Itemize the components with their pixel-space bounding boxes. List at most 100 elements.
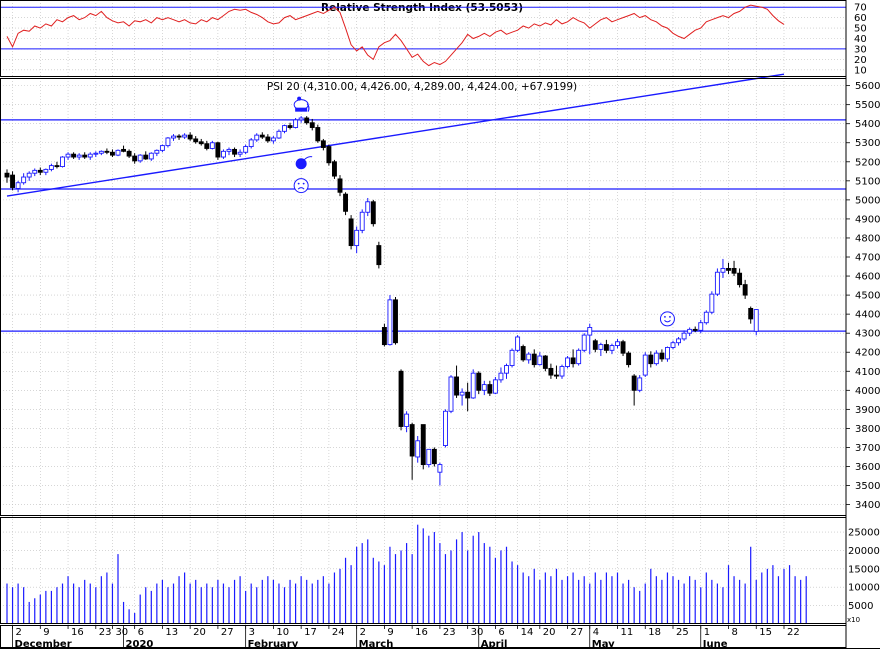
candle-body (32, 169, 38, 174)
candle-body (603, 344, 609, 351)
x-day-label: 11 (621, 627, 634, 638)
candle (492, 376, 498, 395)
candle (387, 295, 393, 346)
candle-body (226, 148, 232, 152)
price-tick-label: 5500 (855, 100, 880, 111)
candle-body (548, 367, 554, 376)
candle-body (287, 125, 293, 128)
candle-body (154, 149, 160, 154)
candle (254, 133, 260, 142)
candle (43, 168, 49, 176)
candle-body (326, 146, 332, 164)
x-month-label: February (248, 639, 299, 649)
candle-body (370, 201, 376, 225)
candle (287, 122, 293, 130)
candle-body (248, 139, 254, 148)
candle (348, 215, 354, 250)
candle (620, 339, 626, 357)
candle-body (293, 119, 299, 128)
price-tick-label: 4900 (855, 214, 880, 225)
volume-unit-tag: x10 (847, 616, 860, 624)
candle-body (320, 140, 326, 148)
bomb-icon (295, 156, 313, 170)
candle (559, 364, 565, 379)
candle-body (393, 299, 398, 344)
candle (448, 375, 454, 414)
candle (598, 342, 604, 357)
candle-body (398, 370, 404, 427)
candle-body (115, 149, 121, 156)
candle-body (60, 156, 65, 168)
candle (60, 156, 65, 168)
candle-body (731, 267, 737, 274)
price-tick-label: 5100 (855, 176, 880, 187)
candle-body (315, 127, 321, 142)
candle-body (443, 410, 448, 446)
candle (282, 124, 287, 134)
candle (603, 339, 609, 354)
x-day-label: 9 (43, 627, 49, 638)
candle-body (332, 161, 337, 177)
candle (37, 167, 43, 176)
x-day-label: 13 (165, 627, 178, 638)
candle-body (420, 424, 426, 466)
price-tick-label: 4300 (855, 329, 880, 340)
elephant-icon (293, 96, 310, 112)
x-day-label: 8 (732, 627, 738, 638)
candle (470, 369, 476, 399)
candle-body (354, 229, 360, 247)
candle (542, 355, 548, 372)
candle (626, 351, 632, 368)
candle-body (126, 150, 132, 157)
candle-body (198, 141, 204, 145)
candle-body (409, 424, 415, 457)
candle-body (692, 328, 698, 331)
candle-body (76, 154, 82, 158)
candle-body (659, 352, 665, 360)
candle (154, 149, 160, 157)
candle (587, 323, 593, 355)
candle (298, 116, 304, 123)
x-day-label: 10 (276, 627, 289, 638)
candle (431, 447, 437, 467)
candle (343, 192, 348, 216)
candle (143, 151, 149, 160)
candle (71, 152, 77, 159)
candle-body (359, 211, 365, 231)
candle (259, 132, 265, 139)
candle (670, 340, 676, 350)
candle-body (404, 413, 410, 427)
rsi-tick-label: 70 (854, 3, 867, 14)
candle-body (26, 172, 32, 178)
candle-body (626, 352, 632, 366)
candle-body (737, 272, 743, 286)
x-day-label: 27 (571, 627, 584, 638)
candle (720, 258, 726, 278)
candle-body (93, 152, 99, 155)
x-day-label: 1 (704, 627, 710, 638)
candle (126, 149, 132, 158)
candle (32, 168, 38, 177)
face-eye (669, 316, 671, 318)
x-day-label: 3 (249, 627, 255, 638)
candle-body (137, 154, 143, 162)
candle-body (220, 150, 226, 158)
candle (481, 380, 487, 396)
candle (159, 144, 165, 153)
x-day-label: 4 (593, 627, 599, 638)
candle (409, 422, 415, 480)
rsi-title: Relative Strength Index (53.5053) (321, 2, 523, 14)
candle-body (709, 293, 715, 313)
candle (332, 159, 337, 179)
x-day-label: 27 (221, 627, 234, 638)
candle-body (520, 346, 526, 361)
candle (121, 145, 127, 153)
x-day-label: 6 (498, 627, 504, 638)
bomb-body (295, 158, 307, 170)
candle-body (243, 146, 249, 153)
candle (576, 348, 582, 366)
candle (592, 338, 598, 353)
x-day-label: 20 (543, 627, 556, 638)
candle-body (4, 172, 10, 178)
rsi-tick-label: 10 (854, 65, 867, 76)
